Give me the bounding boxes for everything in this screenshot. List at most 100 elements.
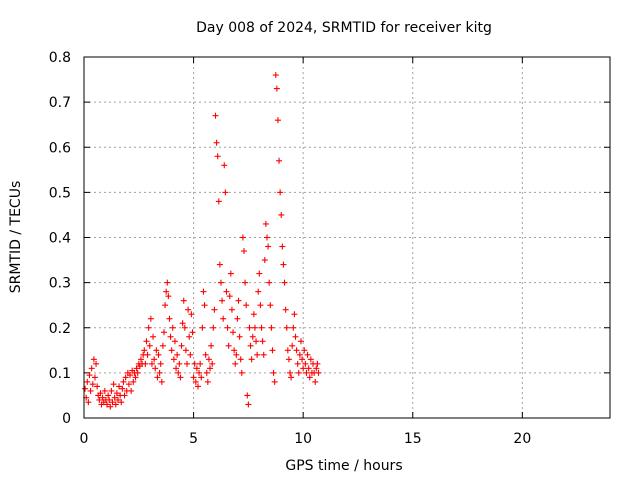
data-point: [259, 338, 266, 345]
data-point: [101, 387, 108, 394]
data-point: [152, 365, 159, 372]
data-point: [242, 279, 249, 286]
data-point: [143, 338, 150, 345]
data-point: [86, 372, 93, 379]
data-point: [153, 347, 160, 354]
data-point: [168, 347, 175, 354]
data-point: [180, 297, 187, 304]
data-point: [119, 385, 126, 392]
data-point: [212, 112, 219, 119]
data-point: [258, 324, 265, 331]
data-point: [89, 381, 96, 388]
data-point: [288, 374, 295, 381]
data-point: [268, 324, 275, 331]
data-point: [147, 315, 154, 322]
data-point: [94, 383, 101, 390]
data-point: [304, 351, 311, 358]
data-point: [289, 342, 296, 349]
data-point: [232, 360, 239, 367]
data-point: [292, 333, 299, 340]
data-point: [222, 189, 229, 196]
data-point: [186, 333, 193, 340]
data-point: [146, 342, 153, 349]
data-point: [270, 369, 277, 376]
data-point: [110, 381, 117, 388]
data-point: [199, 324, 206, 331]
data-point: [283, 324, 290, 331]
data-point: [87, 387, 94, 394]
data-point: [261, 257, 268, 264]
data-point: [280, 261, 287, 268]
data-point: [290, 324, 297, 331]
data-point: [266, 279, 273, 286]
data-point: [265, 243, 272, 250]
data-point: [84, 378, 91, 385]
data-point: [85, 399, 92, 406]
data-point: [301, 347, 308, 354]
data-point: [121, 392, 128, 399]
data-point: [156, 369, 163, 376]
data-point: [305, 365, 312, 372]
data-point: [162, 302, 169, 309]
data-point: [251, 324, 258, 331]
data-point: [307, 356, 314, 363]
data-point: [150, 333, 157, 340]
tick-labels: 0 5 10 15 20 0 0.1 0.2 0.3 0.4 0.5 0.6 0.7 0.8: [49, 50, 532, 447]
data-point: [248, 356, 255, 363]
data-point: [112, 401, 119, 408]
data-point: [237, 356, 244, 363]
chart-title: Day 008 of 2024, SRMTID for receiver kit…: [196, 20, 492, 36]
data-point: [137, 356, 144, 363]
data-point: [236, 333, 243, 340]
data-point: [214, 153, 221, 160]
data-point: [192, 378, 199, 385]
data-point: [160, 329, 167, 336]
data-point: [213, 139, 220, 146]
data-point: [255, 288, 262, 295]
data-point: [125, 381, 132, 388]
data-point: [235, 297, 242, 304]
x-tick-label: 0: [80, 431, 89, 447]
data-point: [133, 365, 140, 372]
data-point: [281, 279, 288, 286]
data-point: [256, 270, 263, 277]
data-point: [211, 306, 218, 313]
y-tick-label: 0.7: [49, 95, 71, 111]
data-point: [221, 162, 228, 169]
data-point: [202, 351, 209, 358]
data-point: [179, 320, 186, 327]
data-point: [250, 311, 257, 318]
data-point: [260, 351, 267, 358]
data-point: [109, 399, 116, 406]
data-point: [122, 374, 129, 381]
y-tick-label: 0.4: [49, 231, 71, 247]
data-point: [287, 369, 294, 376]
data-point: [132, 374, 139, 381]
data-point: [157, 360, 164, 367]
data-point: [210, 324, 217, 331]
plot-frame: [83, 56, 611, 419]
data-point: [151, 356, 158, 363]
data-point: [295, 369, 302, 376]
data-point: [99, 394, 106, 401]
data-points: [82, 72, 322, 410]
data-point: [215, 198, 222, 205]
data-point: [224, 324, 231, 331]
data-point: [93, 360, 100, 367]
data-point: [107, 403, 114, 410]
data-point: [108, 387, 115, 394]
data-point: [104, 401, 111, 408]
data-point: [82, 385, 89, 392]
data-point: [90, 356, 97, 363]
data-point: [173, 365, 180, 372]
data-point: [189, 329, 196, 336]
data-point: [200, 288, 207, 295]
data-point: [158, 378, 165, 385]
data-point: [182, 347, 189, 354]
data-point: [141, 347, 148, 354]
y-tick-label: 0.5: [49, 185, 71, 201]
data-point: [163, 288, 170, 295]
data-point: [303, 369, 310, 376]
data-point: [170, 356, 177, 363]
